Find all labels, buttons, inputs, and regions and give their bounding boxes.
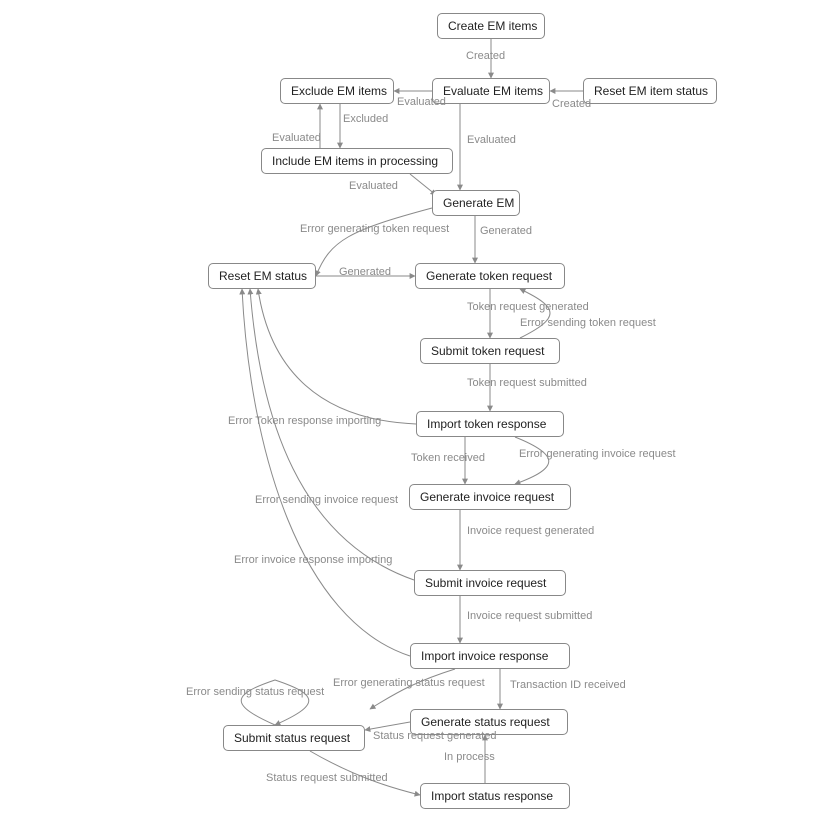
label-inv-req-sub: Invoice request submitted xyxy=(467,610,592,622)
node-submit-token: Submit token request xyxy=(420,338,560,364)
flowchart-canvas: Create EM items Evaluate EM items Reset … xyxy=(0,0,832,824)
edge-e14 xyxy=(250,289,414,580)
label-evaluated-mid: Evaluated xyxy=(467,134,516,146)
label-evaluated-top: Evaluated xyxy=(397,96,446,108)
label-generated-left: Generated xyxy=(339,266,391,278)
node-submit-invoice: Submit invoice request xyxy=(414,570,566,596)
node-submit-status: Submit status request xyxy=(223,725,365,751)
label-err-send-inv: Error sending invoice request xyxy=(255,494,398,506)
label-status-req-sub: Status request submitted xyxy=(266,772,388,784)
label-err-gen-inv: Error generating invoice request xyxy=(519,448,676,460)
node-import-token: Import token response xyxy=(416,411,564,437)
label-err-send-token: Error sending token request xyxy=(520,317,656,329)
edge-e18 xyxy=(365,722,410,730)
edge-e11 xyxy=(258,289,416,424)
label-err-token-imp: Error Token response importing xyxy=(228,415,381,427)
label-err-gen-token: Error generating token request xyxy=(300,223,449,235)
label-evaluated-left: Evaluated xyxy=(272,132,321,144)
edge-e9b xyxy=(520,289,550,338)
label-err-inv-imp: Error invoice response importing xyxy=(234,554,392,566)
label-inv-req-gen: Invoice request generated xyxy=(467,525,594,537)
edge-e12b xyxy=(515,437,549,484)
label-trans-id: Transaction ID received xyxy=(510,679,626,691)
node-include: Include EM items in processing xyxy=(261,148,453,174)
node-gen-token: Generate token request xyxy=(415,263,565,289)
edge-e16 xyxy=(242,289,410,656)
label-err-send-status: Error sending status request xyxy=(186,686,324,698)
node-import-status: Import status response xyxy=(420,783,570,809)
node-import-invoice: Import invoice response xyxy=(410,643,570,669)
node-gen-invoice: Generate invoice request xyxy=(409,484,571,510)
node-evaluate: Evaluate EM items xyxy=(432,78,550,104)
node-reset-status: Reset EM status xyxy=(208,263,316,289)
label-evaluated-inc: Evaluated xyxy=(349,180,398,192)
label-err-gen-status: Error generating status request xyxy=(333,677,485,689)
label-created1: Created xyxy=(466,50,505,62)
label-in-process: In process xyxy=(444,751,495,763)
node-exclude: Exclude EM items xyxy=(280,78,394,104)
label-excluded: Excluded xyxy=(343,113,388,125)
node-create: Create EM items xyxy=(437,13,545,39)
node-reset-item: Reset EM item status xyxy=(583,78,717,104)
label-token-req-gen: Token request generated xyxy=(467,301,589,313)
edge-e17b xyxy=(370,669,455,709)
label-token-req-sub: Token request submitted xyxy=(467,377,587,389)
label-status-req-gen: Status request generated xyxy=(373,730,497,742)
node-generate-em: Generate EM xyxy=(432,190,520,216)
label-generated-down: Generated xyxy=(480,225,532,237)
label-token-received: Token received xyxy=(411,452,485,464)
label-created2: Created xyxy=(552,98,591,110)
